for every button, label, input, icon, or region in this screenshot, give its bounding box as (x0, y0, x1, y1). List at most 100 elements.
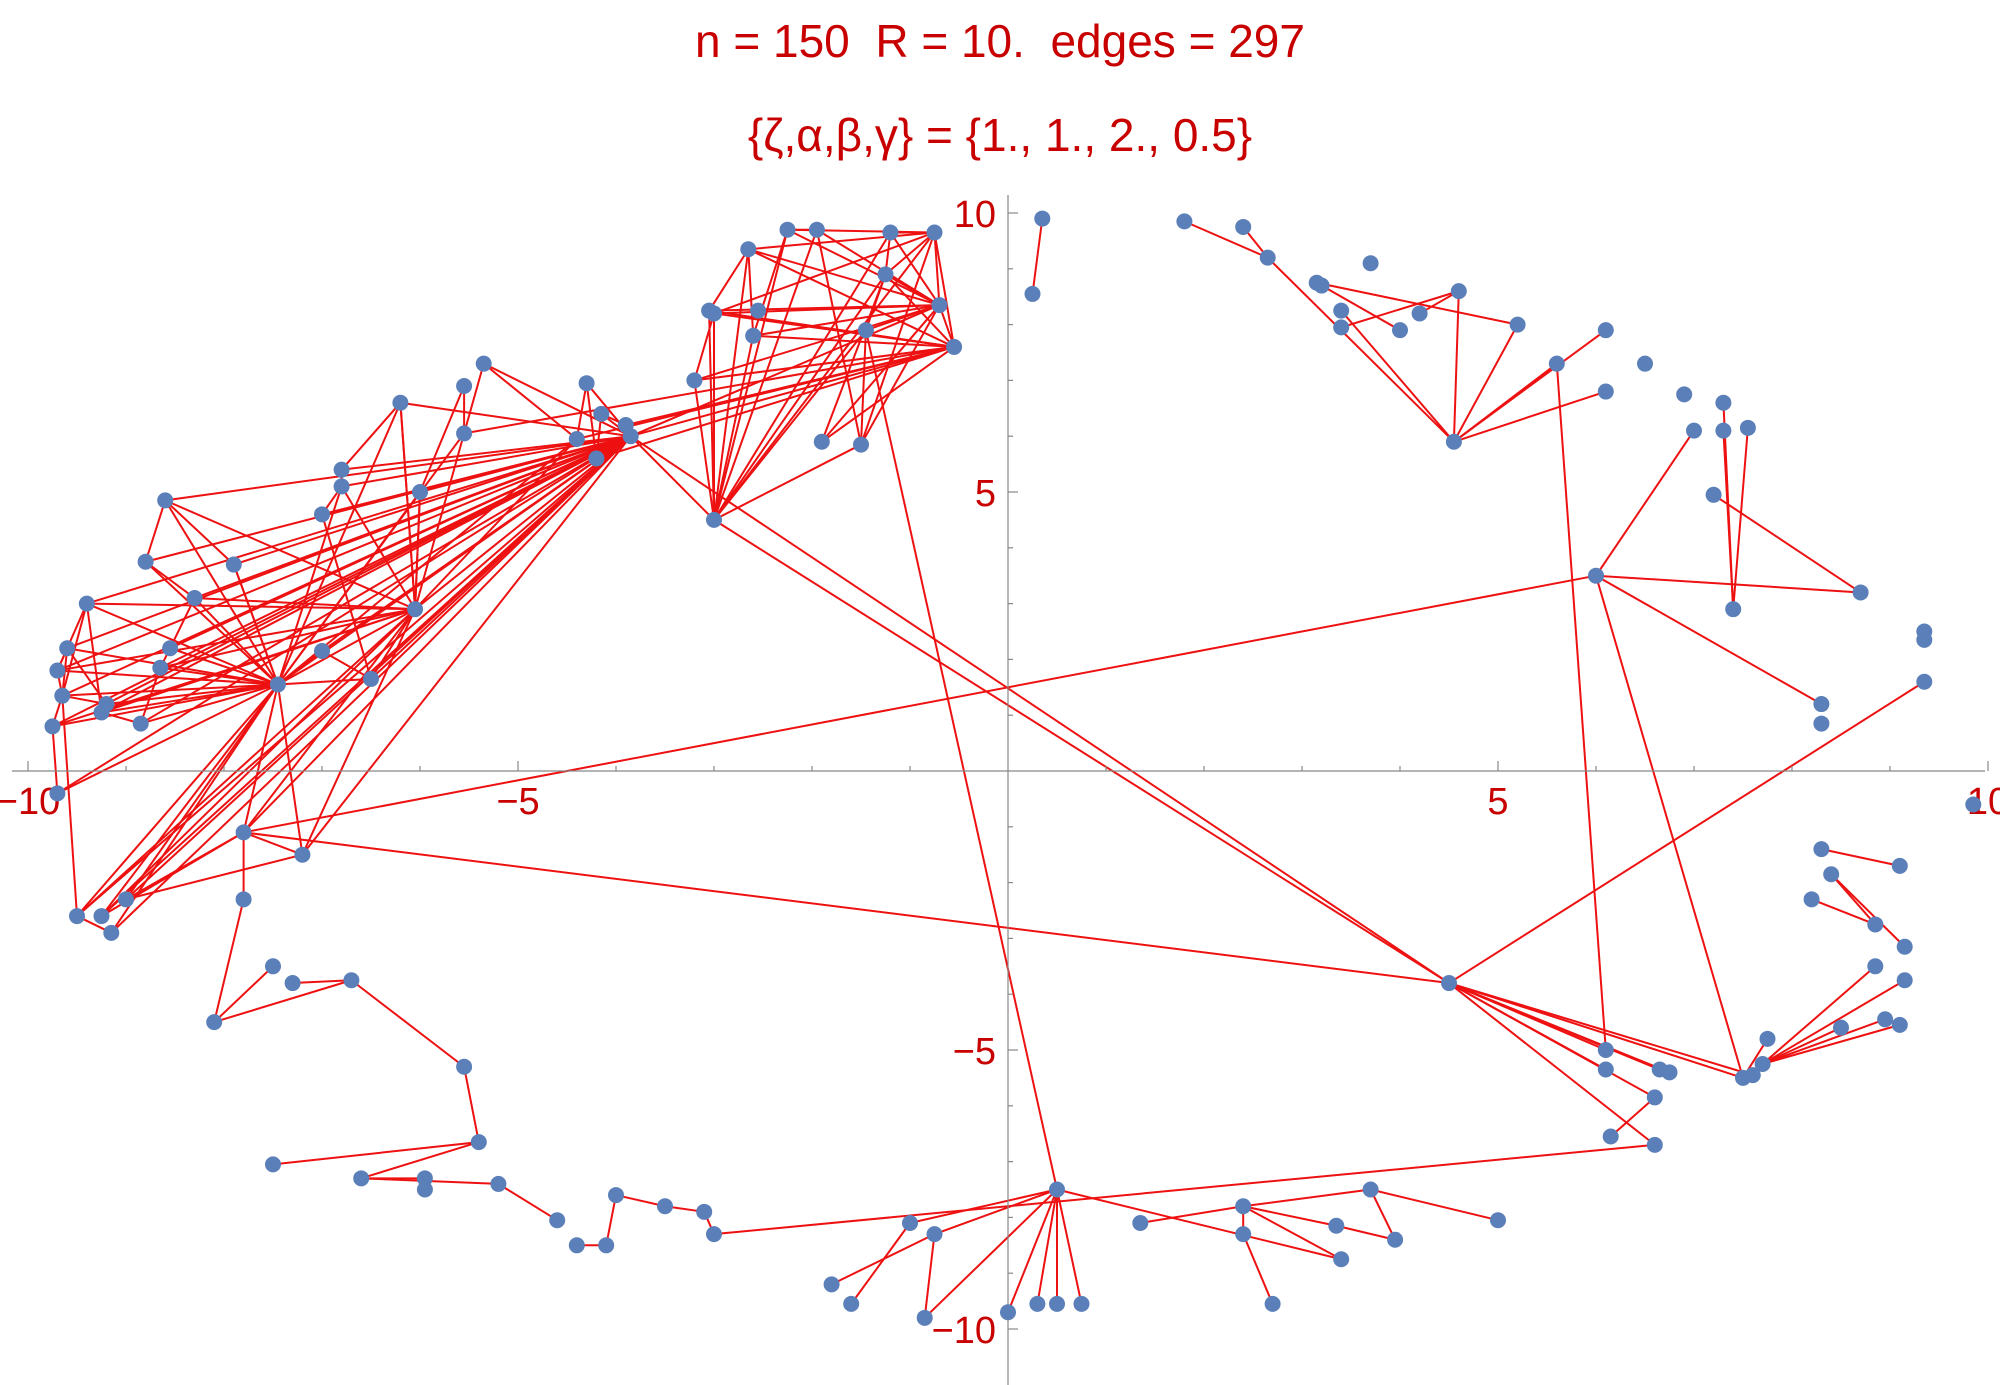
graph-edge (1266, 256, 1455, 443)
graph-edge (885, 273, 940, 306)
graph-edge (1453, 324, 1519, 443)
graph-edge (52, 683, 279, 728)
graph-node (608, 1187, 624, 1204)
graph-node (593, 405, 610, 422)
graph-node (1852, 584, 1869, 601)
graph-edge (884, 231, 936, 276)
graph-node (353, 1170, 370, 1187)
graph-edge (400, 401, 631, 438)
graph-node (1235, 218, 1252, 235)
graph-node (568, 1237, 585, 1254)
graph-edge (630, 304, 940, 438)
graph-edge (1830, 873, 1906, 948)
graph-edge (1713, 493, 1862, 594)
graph-node (137, 553, 154, 570)
graph-node (1646, 1089, 1663, 1106)
graph-edge (1448, 982, 1656, 1099)
graph-node (1597, 1061, 1614, 1078)
graph-edge (865, 304, 940, 332)
graph-edge (1452, 291, 1460, 442)
graph-node (1362, 255, 1379, 272)
graph-node (1176, 213, 1193, 230)
graph-node (416, 1181, 433, 1198)
graph-edge (242, 608, 416, 833)
graph-node (1676, 386, 1693, 403)
graph-edge (125, 683, 279, 900)
graph-edge (164, 499, 235, 566)
graph-edge (713, 229, 818, 521)
graph-edge (708, 248, 750, 312)
graph-edge (1321, 284, 1401, 332)
graph-node (1411, 305, 1428, 322)
graph-node (657, 1198, 673, 1215)
graph-node (882, 224, 899, 241)
plot-title-line-2: {ζ,α,β,γ} = {1., 1., 2., 0.5} (747, 109, 1253, 161)
graph-edge (1761, 965, 1876, 1065)
graph-node (118, 891, 134, 908)
graph-node (1029, 1295, 1046, 1312)
graph-edge (292, 979, 352, 985)
graph-edge (414, 491, 421, 610)
graph-edge (1370, 1188, 1499, 1222)
graph-edge (1336, 1224, 1396, 1241)
graph-node (1362, 1181, 1379, 1198)
graph-edge (160, 608, 416, 669)
graph-edge (1340, 309, 1455, 443)
graph-edge (713, 231, 936, 521)
graph-edge (360, 1141, 480, 1180)
graph-edge (1762, 1018, 1886, 1065)
nodes-layer (44, 210, 1982, 1326)
graph-node (1509, 316, 1526, 333)
graph-node (206, 1014, 223, 1031)
graph-edge (145, 435, 631, 563)
graph-edge (277, 650, 323, 686)
graph-edge (1821, 848, 1901, 867)
graph-node (813, 433, 830, 450)
graph-edge (933, 232, 956, 348)
graph-edge (276, 402, 402, 685)
graph-node (750, 302, 767, 319)
graph-node (162, 640, 179, 657)
graph-edge (709, 304, 940, 312)
graph-node (1646, 1136, 1663, 1153)
graph-edge (1242, 1233, 1274, 1305)
graph-node (1597, 322, 1614, 339)
graph-node (1705, 486, 1722, 503)
graph-node (686, 372, 703, 389)
graph-edge (821, 304, 941, 443)
graph-node (843, 1295, 860, 1312)
graph-node (132, 715, 149, 732)
graph-node (1916, 673, 1933, 690)
graph-edge (140, 683, 279, 725)
graph-node (1813, 696, 1830, 713)
graph-node (1000, 1304, 1016, 1321)
graph-node (877, 266, 894, 283)
graph-node (1548, 355, 1565, 372)
graph-edge (815, 229, 862, 445)
graph-node (779, 221, 796, 238)
graph-edge (1184, 220, 1269, 259)
graph-edge (1595, 430, 1695, 577)
graph-edge (56, 435, 632, 795)
graph-node (235, 824, 252, 841)
graph-node (1049, 1181, 1065, 1198)
x-tick-label: −5 (496, 781, 539, 823)
graph-node (1597, 383, 1614, 400)
graph-edge (321, 514, 372, 680)
graph-edge (693, 313, 715, 381)
x-tick-label: 5 (1487, 781, 1508, 823)
graph-node (926, 224, 943, 241)
graph-edge (277, 491, 421, 686)
graph-node (1235, 1198, 1252, 1215)
graph-edge (243, 831, 303, 856)
graph-edge (232, 564, 279, 685)
graph-edge (100, 683, 279, 917)
graph-node (1333, 1251, 1350, 1268)
graph-edge (713, 519, 1450, 984)
graph-edge (1243, 1188, 1371, 1208)
graph-edge (164, 499, 416, 611)
graph-edge (693, 380, 715, 521)
graph-node (588, 450, 605, 467)
graph-node (598, 1237, 615, 1254)
graph-node (1132, 1214, 1149, 1231)
